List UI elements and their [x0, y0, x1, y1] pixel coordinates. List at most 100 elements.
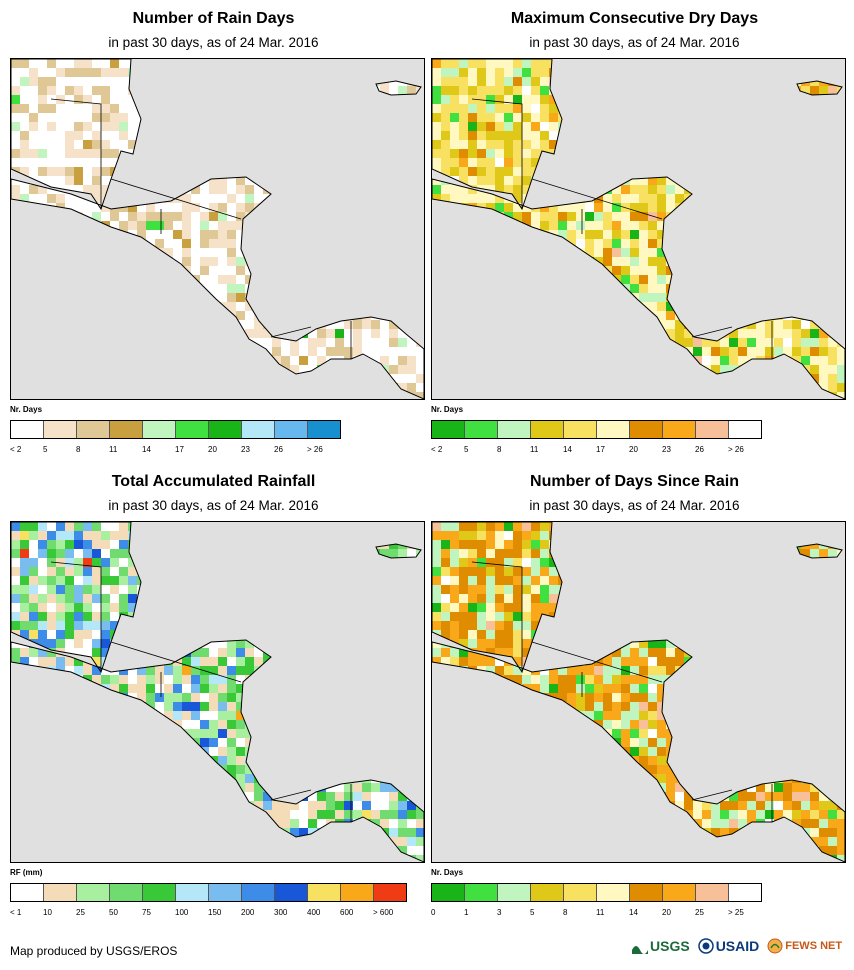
legend-swatch	[729, 421, 761, 438]
panel-title: Number of Rain Days	[132, 10, 295, 27]
legend-label: 75	[142, 908, 151, 917]
legend-swatch	[77, 421, 110, 438]
legend-title: RF (mm)	[10, 868, 43, 877]
legend-swatch	[176, 421, 209, 438]
legend-colorbar	[10, 420, 341, 439]
legend-label: 14	[629, 908, 638, 917]
country-border	[50, 98, 102, 209]
legend-colorbar	[10, 883, 407, 902]
country-border	[691, 326, 733, 338]
map-max-dry-days	[431, 58, 846, 400]
legend-label: 10	[43, 908, 52, 917]
legend-label: > 600	[373, 908, 394, 917]
legend-label: > 26	[307, 445, 323, 454]
legend-label: 150	[208, 908, 222, 917]
coastline	[432, 522, 563, 674]
panel-title: Total Accumulated Rainfall	[111, 473, 316, 490]
legend-label: 600	[340, 908, 354, 917]
panel-total-rainfall: Total Accumulated Rainfall in past 30 da…	[0, 463, 427, 933]
coastline	[11, 59, 142, 211]
legend-label: 5	[530, 908, 535, 917]
legend-swatch	[110, 421, 143, 438]
legend-label: 26	[695, 445, 704, 454]
legend-swatch	[209, 884, 242, 901]
country-border	[471, 561, 523, 672]
legend-swatch	[11, 421, 44, 438]
legend-label: 50	[109, 908, 118, 917]
map-grid-cells	[432, 522, 845, 862]
country-border	[270, 326, 312, 338]
legend-swatch	[432, 421, 465, 438]
legend-swatch	[11, 884, 44, 901]
legend-swatch	[432, 884, 465, 901]
legend-label: 23	[241, 445, 250, 454]
usgs-logo: USGS	[632, 938, 690, 954]
usgs-logo-icon	[632, 946, 648, 954]
map-svg	[432, 59, 845, 399]
legend-label: > 26	[728, 445, 744, 454]
legend-label: 20	[662, 908, 671, 917]
legend-swatch	[275, 884, 308, 901]
legend-label: 5	[43, 445, 48, 454]
legend-title: Nr. Days	[431, 868, 464, 877]
panel-subtitle: in past 30 days, as of 24 Mar. 2016	[108, 498, 319, 513]
legend-label: 17	[596, 445, 605, 454]
legend-swatch	[696, 421, 729, 438]
legend-label: < 2	[431, 445, 443, 454]
legend-label: 300	[274, 908, 288, 917]
legend-swatch	[341, 884, 374, 901]
legend-label: 8	[563, 908, 568, 917]
legend-swatch	[696, 884, 729, 901]
map-days-since-rain	[431, 521, 846, 863]
panel-subtitle: in past 30 days, as of 24 Mar. 2016	[108, 35, 319, 50]
fewsnet-logo-icon	[767, 938, 783, 954]
map-svg	[11, 522, 424, 862]
coastline	[796, 80, 843, 96]
legend-swatch	[630, 421, 663, 438]
legend-label: 0	[431, 908, 436, 917]
map-svg	[432, 522, 845, 862]
legend-swatch	[143, 421, 176, 438]
country-border	[270, 789, 312, 801]
legend-label: > 25	[728, 908, 744, 917]
legend-swatch	[531, 884, 564, 901]
legend-swatch	[498, 884, 531, 901]
legend-label: < 1	[10, 908, 22, 917]
legend-title: Nr. Days	[431, 405, 464, 414]
map-total-rainfall	[10, 521, 425, 863]
partner-logos: USGS USAID FEWS NET	[632, 934, 842, 958]
coastline	[11, 639, 424, 862]
legend-label: 25	[695, 908, 704, 917]
fewsnet-logo-text: FEWS NET	[785, 940, 843, 952]
legend-swatch	[374, 884, 406, 901]
country-border	[471, 98, 523, 209]
usaid-logo: USAID	[697, 938, 760, 954]
legend-swatch	[44, 884, 77, 901]
coastline	[432, 176, 845, 399]
legend-label: 14	[563, 445, 572, 454]
usaid-logo-text: USAID	[715, 938, 760, 954]
legend-swatch	[308, 884, 341, 901]
panel-title: Maximum Consecutive Dry Days	[510, 10, 759, 27]
panel-subtitle: in past 30 days, as of 24 Mar. 2016	[529, 498, 740, 513]
legend-title: Nr. Days	[10, 405, 43, 414]
panel-subtitle: in past 30 days, as of 24 Mar. 2016	[529, 35, 740, 50]
legend-swatch	[242, 421, 275, 438]
legend-swatch	[465, 421, 498, 438]
coastline	[11, 176, 424, 399]
country-border	[110, 178, 242, 220]
usaid-seal-icon	[697, 938, 714, 954]
legend-label: < 2	[10, 445, 22, 454]
legend-label: 14	[142, 445, 151, 454]
legend-swatch	[209, 421, 242, 438]
legend-swatch	[465, 884, 498, 901]
legend-swatch	[663, 884, 696, 901]
panel-title: Number of Days Since Rain	[530, 473, 739, 490]
map-grid-cells	[11, 522, 424, 862]
map-svg	[11, 59, 424, 399]
legend-swatch	[143, 884, 176, 901]
legend-label: 100	[175, 908, 189, 917]
coastline	[796, 543, 843, 559]
legend-swatch	[498, 421, 531, 438]
panel-days-since-rain: Number of Days Since Rain in past 30 day…	[421, 463, 848, 933]
